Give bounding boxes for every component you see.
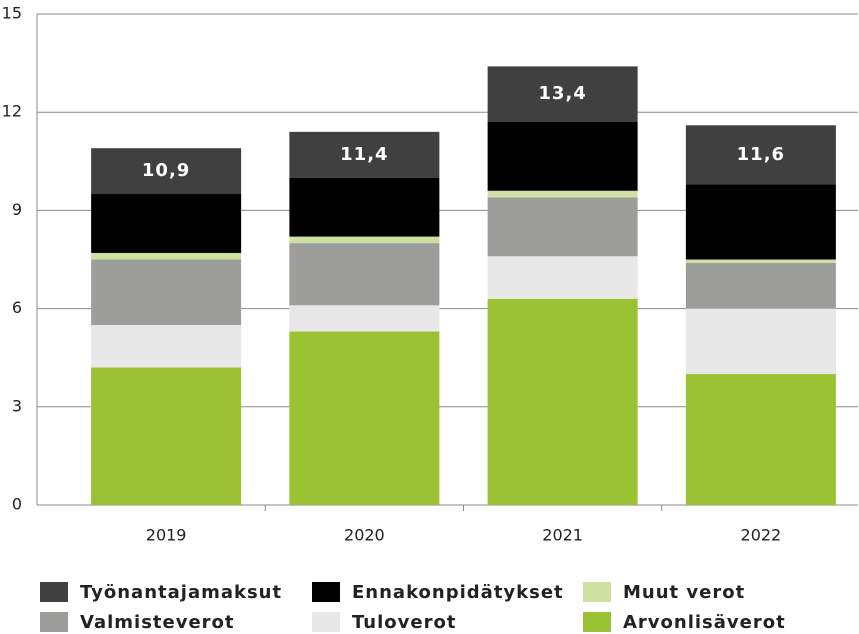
bar-segment bbox=[487, 197, 638, 257]
y-tick-label: 15 bbox=[2, 4, 22, 23]
bar-segment bbox=[685, 259, 836, 263]
bar-segment bbox=[487, 190, 638, 198]
bar-segment bbox=[289, 131, 440, 178]
legend-swatch bbox=[40, 582, 68, 602]
bar-segment bbox=[685, 374, 836, 505]
x-tick-label: 2021 bbox=[542, 526, 583, 545]
bar-segment bbox=[91, 252, 242, 260]
legend-swatch bbox=[583, 582, 611, 602]
bar-segment bbox=[685, 308, 836, 375]
bar-segment bbox=[289, 305, 440, 332]
bar-segment bbox=[289, 331, 440, 505]
bar-segment bbox=[289, 243, 440, 306]
legend-label: Työnantajamaksut bbox=[80, 582, 282, 603]
x-tick-label: 2019 bbox=[146, 526, 187, 545]
legend-label: Tuloverot bbox=[352, 612, 456, 633]
bar-segment bbox=[685, 262, 836, 309]
y-tick-label: 6 bbox=[12, 298, 22, 317]
bar-segment bbox=[91, 324, 242, 368]
y-tick-label: 9 bbox=[12, 200, 22, 219]
total-label: 10,9 bbox=[142, 160, 190, 181]
bar-segment bbox=[685, 184, 836, 260]
bar-segment bbox=[487, 122, 638, 191]
bar-segment bbox=[289, 236, 440, 244]
y-tick-label: 12 bbox=[2, 102, 22, 121]
y-tick-label: 0 bbox=[12, 495, 22, 514]
legend-swatch bbox=[312, 582, 340, 602]
bar-segment bbox=[487, 66, 638, 123]
legend-swatch bbox=[40, 612, 68, 632]
bar-segment bbox=[685, 125, 836, 185]
total-label: 13,4 bbox=[538, 83, 586, 104]
bar-segment bbox=[487, 298, 638, 505]
y-tick-label: 3 bbox=[12, 396, 22, 415]
bar-segment bbox=[91, 259, 242, 325]
bar-segment bbox=[91, 194, 242, 253]
legend-label: Arvonlisäverot bbox=[623, 612, 786, 633]
total-label: 11,6 bbox=[737, 144, 785, 165]
legend-swatch bbox=[312, 612, 340, 632]
x-tick-label: 2020 bbox=[344, 526, 385, 545]
legend-swatch bbox=[583, 612, 611, 632]
bar-segment bbox=[487, 256, 638, 299]
bar-segment bbox=[91, 367, 242, 505]
x-tick-label: 2022 bbox=[741, 526, 782, 545]
legend-label: Valmisteverot bbox=[80, 612, 235, 633]
bar-segment bbox=[91, 148, 242, 195]
legend-label: Muut verot bbox=[623, 582, 745, 603]
bar-segment bbox=[289, 177, 440, 237]
total-label: 11,4 bbox=[340, 144, 388, 165]
legend-label: Ennakonpidätykset bbox=[352, 582, 564, 603]
